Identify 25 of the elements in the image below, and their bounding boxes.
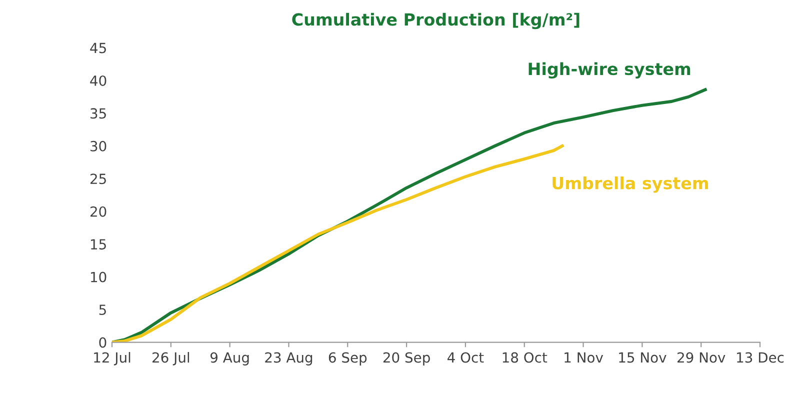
x-tick-label: 15 Nov bbox=[619, 352, 666, 363]
x-tick-label: 29 Nov bbox=[678, 352, 726, 363]
x-tick-label: 4 Oct bbox=[448, 352, 484, 363]
x-tick-label: 26 Jul bbox=[152, 352, 190, 366]
y-tick-label: 15 bbox=[90, 239, 106, 250]
y-tick-label: 45 bbox=[90, 42, 106, 54]
y-tick-label: 35 bbox=[90, 108, 106, 119]
x-tick-label: 9 Aug bbox=[210, 352, 249, 366]
x-tick-label: 23 Aug bbox=[265, 352, 312, 366]
y-tick-label: 10 bbox=[90, 272, 106, 282]
series-label: Umbrella system bbox=[552, 176, 708, 193]
series-label: High-wire system bbox=[528, 62, 690, 79]
y-tick-label: 0 bbox=[99, 337, 106, 348]
x-tick-label: 1 Nov bbox=[564, 352, 604, 363]
y-tick-label: 30 bbox=[90, 140, 106, 152]
y-tick-label: 40 bbox=[90, 75, 106, 86]
x-tick-label: 12 Jul bbox=[94, 352, 130, 366]
y-tick-label: 20 bbox=[90, 206, 106, 217]
x-tick-label: 18 Oct bbox=[502, 352, 548, 363]
y-tick-label: 25 bbox=[90, 174, 106, 184]
x-tick-label: 13 Dec bbox=[737, 352, 784, 363]
chart-title: Cumulative Production [kg/m²] bbox=[292, 12, 580, 30]
x-tick-label: 20 Sep bbox=[383, 352, 430, 366]
x-tick-label: 6 Sep bbox=[328, 352, 367, 366]
y-tick-label: 5 bbox=[99, 304, 106, 316]
